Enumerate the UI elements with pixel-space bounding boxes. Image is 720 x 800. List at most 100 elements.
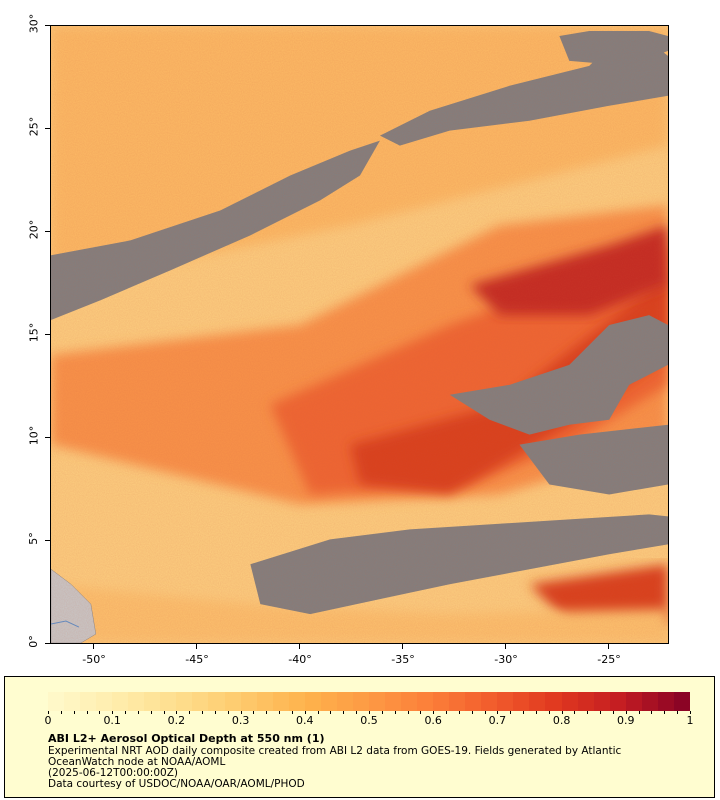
colorbar-segment (513, 692, 530, 711)
colorbar-minor-tick (112, 711, 114, 714)
x-tickmark (505, 644, 506, 649)
colorbar-minor-tick (625, 711, 627, 714)
colorbar-segment (288, 692, 305, 711)
colorbar-minor-tick (317, 711, 319, 714)
colorbar-minor-tick (523, 711, 525, 714)
colorbar-tick-label: 0.3 (231, 714, 250, 727)
colorbar-tick-label: 0.9 (617, 714, 635, 727)
y-tick-label: 5° (26, 532, 40, 545)
colorbar-minor-tick (677, 711, 679, 714)
x-tick-label: -35° (391, 653, 415, 666)
colorbar-minor-tick (381, 711, 383, 714)
colorbar-minor-tick (202, 711, 204, 714)
colorbar-minor-tick (189, 711, 191, 714)
colorbar-segment (433, 692, 450, 711)
x-tickmark (196, 644, 197, 649)
y-tick-label: 30° (27, 13, 41, 34)
colorbar-minor-tick (446, 711, 448, 714)
y-tickmark-5 (45, 540, 50, 541)
colorbar-minor-tick (612, 711, 614, 714)
legend-date: (2025-06-12T00:00:00Z) (48, 767, 178, 779)
y-tick-label: 10° (27, 425, 41, 446)
colorbar-minor-tick (574, 711, 576, 714)
x-tickmark (402, 644, 403, 649)
colorbar-minor-tick (484, 711, 486, 714)
colorbar-segment (352, 692, 369, 711)
colorbar-segment (657, 692, 674, 711)
x-tick-label: -30° (494, 653, 518, 666)
x-tick-label: -25° (597, 653, 621, 666)
colorbar-minor-tick (176, 711, 178, 714)
colorbar-minor-tick (60, 711, 62, 714)
y-tick-label: 25° (27, 116, 41, 137)
colorbar-minor-tick (330, 711, 332, 714)
colorbar-minor-tick (240, 711, 242, 714)
colorbar-minor-tick (48, 711, 49, 714)
colorbar-segment (336, 692, 353, 711)
colorbar-minor-tick (497, 711, 499, 714)
colorbar-segment (545, 692, 562, 711)
colorbar-minor-tick (125, 711, 127, 714)
colorbar-segment (368, 692, 385, 711)
colorbar-minor-tick (664, 711, 666, 714)
colorbar-minor-tick (304, 711, 306, 714)
x-tickmark (93, 644, 94, 649)
colorbar-segment (80, 692, 97, 711)
colorbar-tick-label: 0 (44, 714, 52, 727)
colorbar-segment (481, 692, 498, 711)
colorbar-tick-label: 0.1 (103, 714, 121, 727)
colorbar-minor-tick (99, 711, 101, 714)
x-tick-label: -45° (185, 653, 209, 666)
colorbar-tick-label: 0.8 (552, 714, 571, 727)
colorbar-minor-tick (369, 711, 370, 714)
colorbar-minor-tick (86, 711, 88, 714)
aod-map[interactable] (50, 25, 669, 644)
colorbar-segment (609, 692, 626, 711)
colorbar-segment (128, 692, 145, 711)
y-tickmark-10 (45, 437, 50, 438)
colorbar-segment (529, 692, 546, 711)
colorbar-segment (48, 692, 65, 711)
colorbar-minor-tick (600, 711, 602, 714)
x-tick-label: -50° (82, 653, 106, 666)
colorbar-tick-label: 0.2 (167, 714, 186, 727)
colorbar-minor-tick (73, 711, 75, 714)
colorbar-segment (465, 692, 482, 711)
colorbar-segment (240, 692, 257, 711)
colorbar-minor-tick (163, 711, 165, 714)
colorbar-segment (577, 692, 594, 711)
colorbar-minor-tick (535, 711, 537, 714)
colorbar-tick-label: 1 (686, 714, 694, 727)
colorbar-tick-label: 0.7 (488, 714, 507, 727)
colorbar-segment (593, 692, 610, 711)
y-tickmark-25 (45, 128, 50, 129)
x-tickmark (608, 644, 609, 649)
y-tick-label: 0° (26, 635, 40, 648)
colorbar-segment (449, 692, 466, 711)
colorbar-minor-tick (407, 711, 409, 714)
y-tick-label: 20° (27, 219, 41, 240)
colorbar-segment (208, 692, 225, 711)
y-tickmark-20 (45, 231, 50, 232)
colorbar-segment (192, 692, 209, 711)
colorbar-segment (112, 692, 129, 711)
colorbar-segment (224, 692, 241, 711)
colorbar-minor-tick (458, 711, 460, 714)
colorbar-segment (160, 692, 177, 711)
colorbar-minor-tick (253, 711, 255, 714)
colorbar-tick-label: 0.6 (424, 714, 442, 727)
y-tickmark-15 (45, 334, 50, 335)
colorbar-segment (176, 692, 193, 711)
colorbar-minor-tick (137, 711, 139, 714)
colorbar-minor-tick (690, 711, 691, 714)
legend-credit: Data courtesy of USDOC/NOAA/OAR/AOML/PHO… (48, 778, 305, 790)
colorbar-minor-tick (638, 711, 640, 714)
y-tickmark-30 (45, 25, 50, 26)
colorbar-minor-tick (343, 711, 345, 714)
legend-description: Experimental NRT AOD daily composite cre… (48, 745, 622, 757)
colorbar-minor-tick (510, 711, 512, 714)
colorbar-minor-tick (471, 711, 473, 714)
colorbar-minor-tick (548, 711, 550, 714)
colorbar-segment (417, 692, 434, 711)
y-tick-label: 15° (27, 322, 41, 343)
